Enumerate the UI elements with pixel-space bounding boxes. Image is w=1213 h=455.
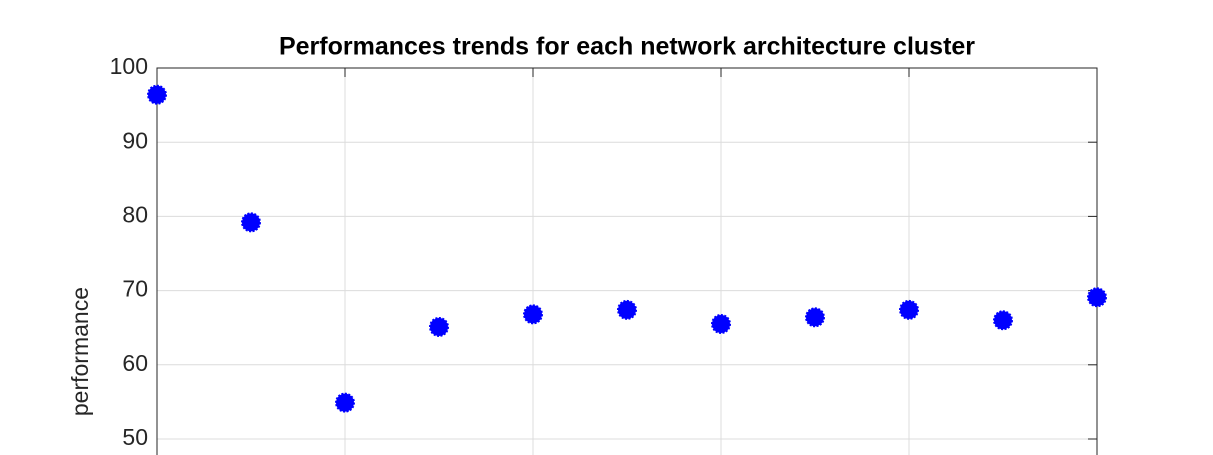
y-tick-label: 70	[122, 276, 148, 302]
plot-frame	[156, 67, 1098, 455]
marker	[335, 392, 355, 413]
marker	[993, 310, 1013, 331]
marker	[429, 316, 449, 337]
marker	[147, 84, 167, 105]
marker	[711, 313, 731, 334]
marker	[1087, 287, 1107, 308]
marker	[899, 299, 919, 320]
y-tick-label: 50	[122, 424, 148, 450]
y-axis-label: performance	[67, 287, 93, 416]
marker	[617, 299, 637, 320]
marker	[241, 212, 261, 233]
marker	[523, 304, 543, 325]
marker	[805, 307, 825, 328]
chart-title: Performances trends for each network arc…	[279, 33, 975, 61]
y-tick-label: 90	[122, 127, 148, 153]
y-tick-label: 60	[122, 350, 148, 376]
y-tick-label: 80	[122, 201, 148, 227]
y-tick-label: 100	[110, 53, 148, 79]
